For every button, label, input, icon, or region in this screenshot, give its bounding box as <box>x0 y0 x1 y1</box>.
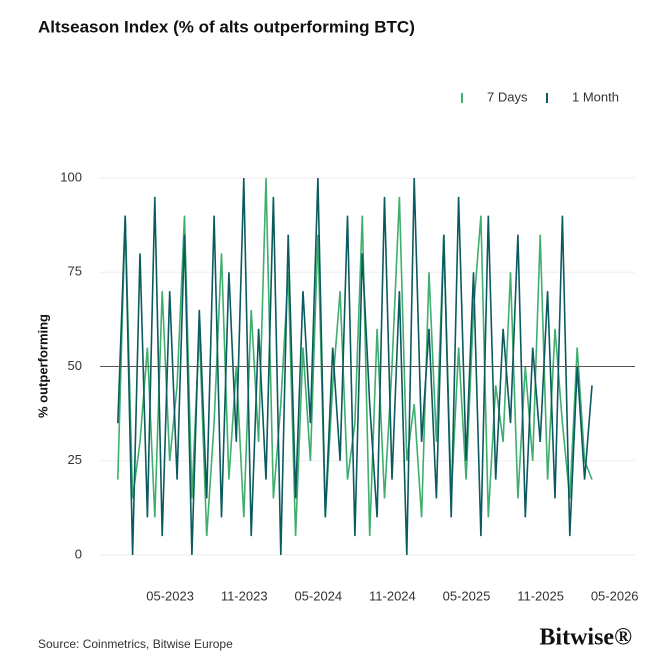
y-tick-label: 0 <box>75 546 82 561</box>
y-tick-label: 50 <box>68 358 82 373</box>
series-line <box>117 177 593 556</box>
x-tick-label: 05-2026 <box>591 588 639 603</box>
x-tick-label: 11-2023 <box>221 588 268 603</box>
source: Source: Coinmetrics, Bitwise Europe <box>38 637 233 651</box>
x-tick-label: 11-2024 <box>369 588 416 603</box>
y-axis-label: % outperforming <box>35 314 50 418</box>
x-tick-label: 05-2023 <box>146 588 194 603</box>
y-tick-label: 75 <box>68 264 82 279</box>
chart-title: Altseason Index (% of alts outperforming… <box>38 17 415 36</box>
x-tick-label: 11-2025 <box>517 588 564 603</box>
x-tick-label: 05-2024 <box>294 588 342 603</box>
legend-label: 7 Days <box>487 89 528 104</box>
logo: Bitwise® <box>539 625 632 651</box>
y-tick-label: 25 <box>68 452 82 467</box>
legend-label: 1 Month <box>572 89 619 104</box>
y-tick-label: 100 <box>60 169 82 184</box>
x-tick-label: 05-2025 <box>443 588 491 603</box>
